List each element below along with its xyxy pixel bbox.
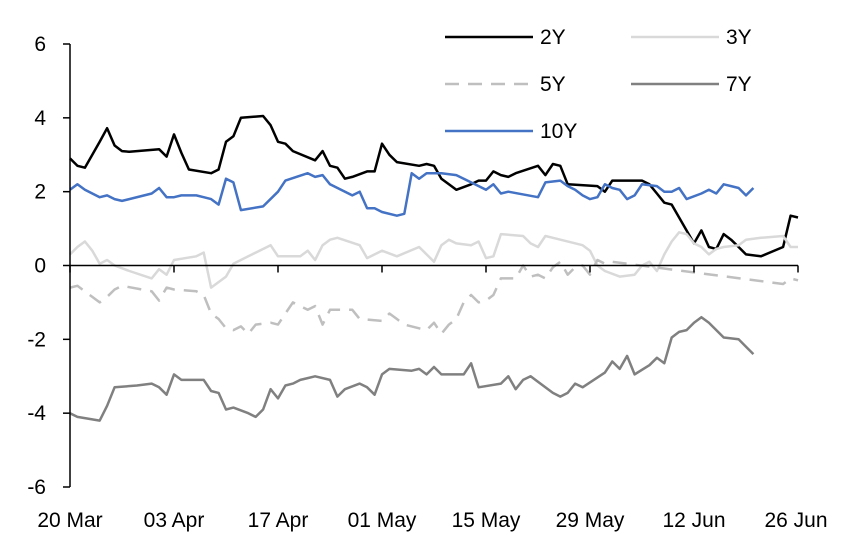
x-tick-label: 26 Jun — [764, 509, 827, 532]
legend-label-3y: 3Y — [726, 26, 752, 49]
x-tick-label: 17 Apr — [248, 509, 309, 532]
y-tick-label: 2 — [34, 181, 46, 204]
y-tick-label: 4 — [34, 107, 46, 130]
y-tick-label: -6 — [27, 476, 46, 499]
legend-label-5y: 5Y — [540, 73, 566, 96]
x-tick-label: 12 Jun — [662, 509, 725, 532]
series-line-2y — [69, 114, 799, 258]
legend-label-2y: 2Y — [540, 26, 566, 49]
series-line-10y — [69, 171, 755, 217]
x-tick-label: 15 May — [452, 509, 521, 532]
series-line-5y — [69, 258, 799, 336]
series-line-7y — [69, 315, 755, 422]
legend-label-7y: 7Y — [726, 73, 752, 96]
y-tick-label: -4 — [27, 402, 46, 425]
y-tick-label: 6 — [34, 33, 46, 56]
x-tick-label: 29 May — [556, 509, 625, 532]
series-line-3y — [69, 231, 798, 289]
series-layer — [69, 114, 799, 422]
y-tick-label: 0 — [34, 255, 46, 278]
y-tick-label: -2 — [27, 328, 46, 351]
legend-label-10y: 10Y — [540, 120, 577, 143]
legend: 2Y 3Y 5Y 7Y 10Y — [445, 26, 752, 143]
x-tick-label: 01 May — [348, 509, 417, 532]
x-tick-label: 20 Mar — [37, 509, 102, 532]
axes: 6 4 2 0 -2 -4 -6 20 Mar 03 Apr 17 Apr 01 May 15 May… — [27, 33, 827, 532]
x-tick-label: 03 Apr — [144, 509, 205, 532]
